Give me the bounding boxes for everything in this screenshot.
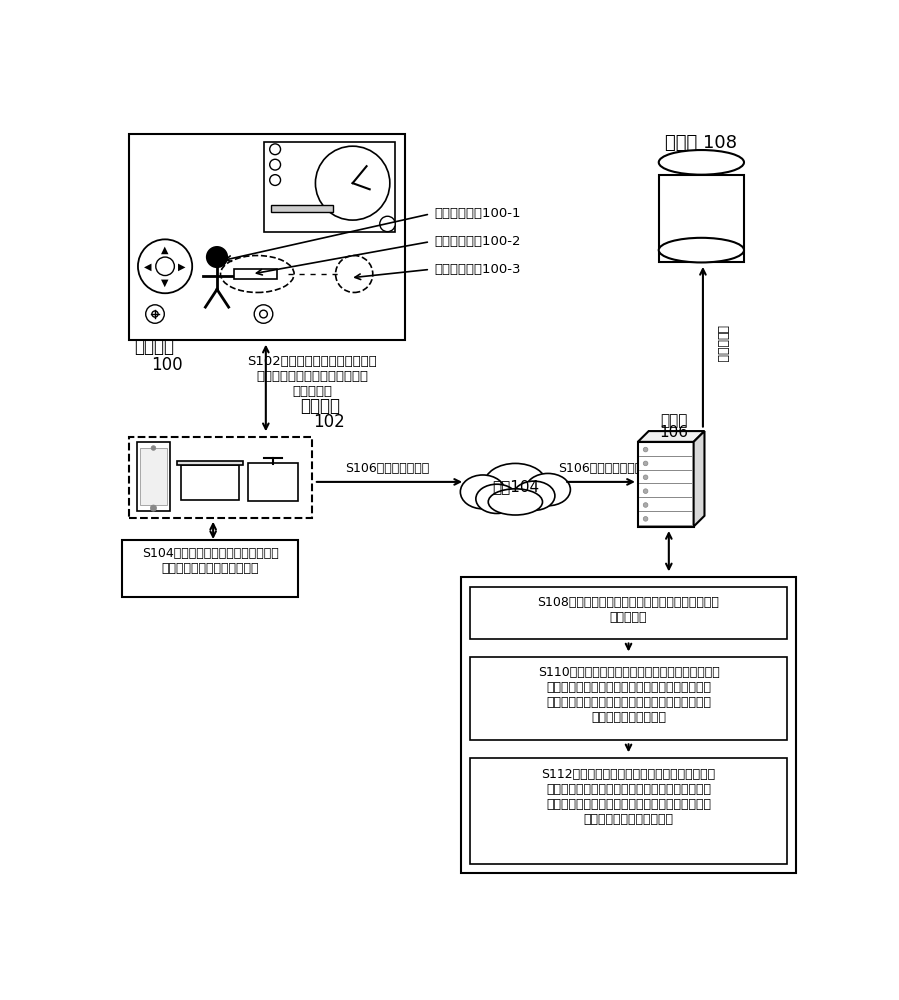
Circle shape — [152, 311, 158, 317]
Ellipse shape — [485, 463, 547, 503]
Text: ▼: ▼ — [161, 278, 169, 288]
Text: 虚拟攻击道具100-2: 虚拟攻击道具100-2 — [434, 235, 521, 248]
Text: 服务器: 服务器 — [660, 413, 687, 428]
Circle shape — [151, 446, 156, 450]
Ellipse shape — [488, 489, 542, 515]
Bar — [138, 442, 170, 511]
Text: 存储或读取: 存储或读取 — [716, 325, 728, 362]
Ellipse shape — [659, 150, 744, 175]
Circle shape — [644, 489, 648, 493]
Text: 数据库 108: 数据库 108 — [665, 134, 737, 152]
Circle shape — [644, 475, 648, 480]
Bar — [470, 657, 787, 740]
Bar — [271, 205, 334, 212]
Text: ▲: ▲ — [161, 244, 169, 254]
Circle shape — [138, 239, 192, 293]
Ellipse shape — [513, 481, 555, 510]
Ellipse shape — [659, 238, 744, 262]
Bar — [470, 587, 787, 639]
Bar — [659, 175, 744, 262]
Circle shape — [644, 517, 648, 521]
Circle shape — [150, 505, 156, 511]
Circle shape — [644, 447, 648, 452]
Bar — [181, 465, 239, 500]
Text: S110，在检测结果指示上述射线与第二虚拟角色对
应的碰撞体发生相交的情况下，根据上述射线与碰
撞体相交所产生的重叠区域，确定从虚拟攻击道具
中触发的道具辅助对: S110，在检测结果指示上述射线与第二虚拟角色对 应的碰撞体发生相交的情况下，根… — [538, 666, 719, 724]
Circle shape — [260, 310, 267, 318]
Bar — [470, 758, 787, 864]
Circle shape — [644, 461, 648, 466]
Circle shape — [254, 305, 272, 323]
Bar — [234, 269, 277, 279]
Text: S112，在虚拟攻击道具触发道具辅助对象的情况
下，控制上述道具辅助对象按照上述偏移角度从第
一飞行方向偏移至第二飞行方向，并沿第二飞行方
向向上述第二虚拟角色: S112，在虚拟攻击道具触发道具辅助对象的情况 下，控制上述道具辅助对象按照上述… — [541, 768, 716, 826]
Bar — [637, 442, 694, 527]
Text: S106，发送检测结果: S106，发送检测结果 — [558, 462, 643, 475]
Circle shape — [316, 146, 390, 220]
Circle shape — [156, 257, 174, 276]
Polygon shape — [177, 461, 243, 465]
Text: S108，获取从虚拟攻击道具触发的多边形射线检测
的检测结果: S108，获取从虚拟攻击道具触发的多边形射线检测 的检测结果 — [538, 596, 719, 624]
Text: 102: 102 — [314, 413, 345, 431]
Polygon shape — [637, 431, 705, 442]
Circle shape — [207, 247, 227, 267]
Bar — [461, 577, 796, 873]
Bar — [121, 540, 298, 597]
Text: S106，发送检测结果: S106，发送检测结果 — [345, 462, 430, 475]
Bar — [129, 134, 405, 340]
Circle shape — [146, 305, 165, 323]
Text: ▶: ▶ — [178, 261, 186, 271]
Text: S104，基于上述虚拟攻击道具触发多
边形射线检测，得到检测结果: S104，基于上述虚拟攻击道具触发多 边形射线检测，得到检测结果 — [142, 547, 279, 575]
Polygon shape — [694, 431, 705, 527]
Bar — [129, 437, 312, 518]
Text: 第一虚拟角色100-1: 第一虚拟角色100-1 — [434, 207, 521, 220]
Circle shape — [270, 159, 280, 170]
Text: S102，在显示界面显示的虚拟场
景中显示第一虚拟角色控制的虚
拟攻击道具: S102，在显示界面显示的虚拟场 景中显示第一虚拟角色控制的虚 拟攻击道具 — [247, 355, 378, 398]
Ellipse shape — [476, 484, 518, 513]
Circle shape — [270, 144, 280, 155]
Bar — [248, 463, 298, 501]
Circle shape — [644, 503, 648, 507]
Text: ◀: ◀ — [144, 261, 152, 271]
Circle shape — [379, 216, 396, 232]
Ellipse shape — [460, 475, 505, 509]
Text: 106: 106 — [659, 425, 688, 440]
Text: 网络104: 网络104 — [492, 479, 539, 494]
Bar — [263, 142, 396, 232]
Text: 显示界面: 显示界面 — [134, 338, 174, 356]
Text: 道具辅助对象100-3: 道具辅助对象100-3 — [434, 263, 521, 276]
Bar — [140, 448, 166, 505]
Text: 终端设备: 终端设备 — [300, 397, 340, 415]
Text: 100: 100 — [151, 356, 182, 374]
Ellipse shape — [525, 473, 570, 506]
Circle shape — [270, 175, 280, 185]
